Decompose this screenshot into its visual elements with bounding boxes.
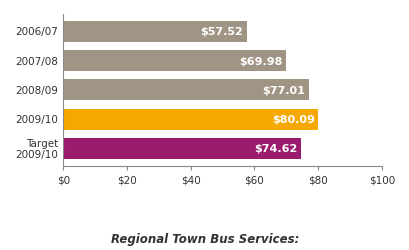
Bar (63, 138, 300, 159)
Text: $77.01: $77.01 (261, 86, 304, 96)
Text: Regional Town Bus Services:: Regional Town Bus Services: (110, 232, 299, 245)
Text: $80.09: $80.09 (271, 115, 314, 124)
Bar (63, 51, 285, 72)
Bar (63, 22, 246, 43)
Text: $69.98: $69.98 (238, 56, 282, 66)
Text: $74.62: $74.62 (253, 144, 297, 154)
Bar (63, 109, 318, 130)
Bar (63, 80, 308, 101)
Text: $57.52: $57.52 (200, 27, 242, 37)
